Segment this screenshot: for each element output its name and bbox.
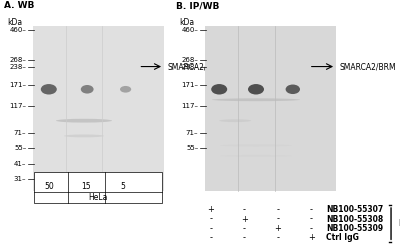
Text: 50: 50 [45,182,54,191]
Text: -: - [276,205,280,214]
Text: IP: IP [398,219,400,228]
Text: kDa: kDa [7,18,22,27]
Text: +: + [241,215,248,224]
Text: NB100-55309: NB100-55309 [326,224,383,233]
Ellipse shape [120,86,131,93]
Text: 71–: 71– [14,130,26,136]
Text: HeLa: HeLa [88,193,108,202]
Text: -: - [243,224,246,233]
Text: 117–: 117– [182,103,198,109]
Text: -: - [276,215,280,224]
Text: +: + [207,205,214,214]
Ellipse shape [248,84,264,94]
Text: 460–: 460– [10,27,26,33]
Text: 238–: 238– [182,63,198,70]
Ellipse shape [81,85,94,93]
Text: 71–: 71– [186,130,198,136]
Ellipse shape [56,119,112,122]
Text: 460–: 460– [182,27,198,33]
Ellipse shape [220,155,292,157]
Text: -: - [243,205,246,214]
Text: +: + [274,224,281,233]
Text: A. WB: A. WB [4,1,34,10]
Bar [205,26,336,191]
Text: 5: 5 [121,182,126,191]
Text: 31–: 31– [14,176,26,182]
Ellipse shape [219,119,251,122]
Text: -: - [209,215,212,224]
Text: 117–: 117– [10,103,26,109]
Text: -: - [310,224,313,233]
Text: -: - [209,224,212,233]
Ellipse shape [41,84,57,94]
Text: -: - [209,233,212,242]
Ellipse shape [212,98,300,101]
Text: NB100-55308: NB100-55308 [326,215,383,224]
Bar [34,173,162,203]
Text: 55–: 55– [186,144,198,151]
Text: -: - [310,215,313,224]
Text: SMARCA2/BRM: SMARCA2/BRM [339,62,396,71]
Ellipse shape [211,84,227,94]
Ellipse shape [220,144,292,147]
Ellipse shape [64,134,104,137]
Text: NB100-55307: NB100-55307 [326,205,383,214]
Text: 171–: 171– [10,82,26,88]
Text: 15: 15 [82,182,91,191]
Bar [33,26,164,191]
Text: Ctrl IgG: Ctrl IgG [326,233,359,242]
Text: kDa: kDa [179,18,194,27]
Text: 55–: 55– [14,144,26,151]
Text: 268–: 268– [182,57,198,63]
Text: -: - [310,205,313,214]
Text: 238–: 238– [10,63,26,70]
Text: 171–: 171– [182,82,198,88]
Text: B. IP/WB: B. IP/WB [176,1,219,10]
Text: 268–: 268– [10,57,26,63]
Text: 41–: 41– [14,161,26,167]
Text: -: - [243,233,246,242]
Ellipse shape [286,84,300,94]
Text: -: - [276,233,280,242]
Text: +: + [308,233,315,242]
Text: SMARCA2/BRM: SMARCA2/BRM [167,62,224,71]
